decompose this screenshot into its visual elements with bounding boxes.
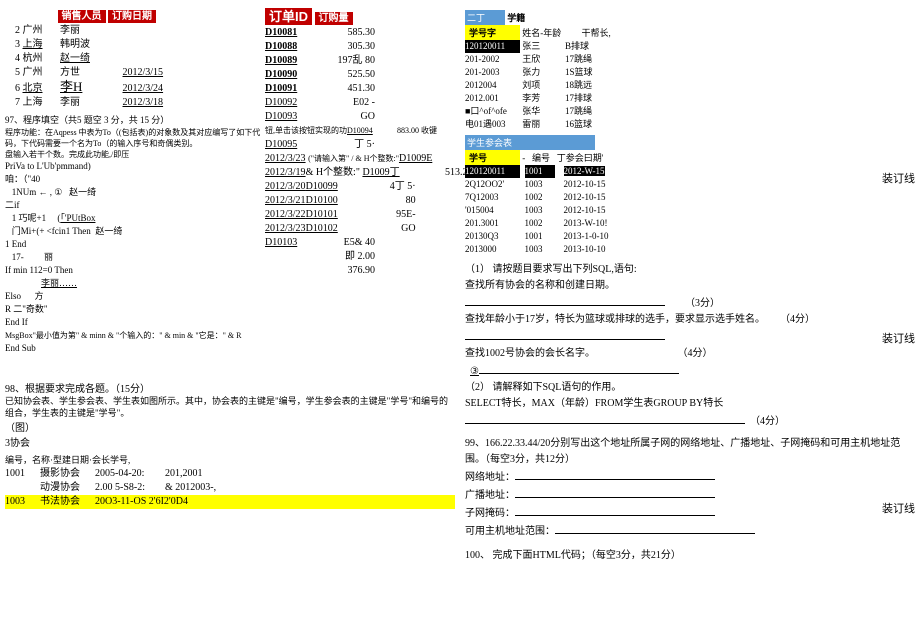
code-97: 97、程序填空（共5 题空 3 分，共 15 分） 程序功能：在Aqpess 中… [5, 114, 265, 355]
answer-line[interactable] [465, 328, 665, 340]
answer-line[interactable] [515, 504, 715, 516]
header-orderid: 订单ID [265, 8, 312, 25]
answer-line[interactable] [465, 294, 665, 306]
answer-line[interactable] [479, 362, 679, 374]
questions-block: （1） 请按题目要求写出下列SQL,语句: 查找所有协会的名称和创建日期。 （3… [465, 262, 915, 430]
answer-line[interactable] [465, 412, 745, 424]
q98-title: 98、根据要求完成各题。（15分） [5, 380, 455, 395]
binding-label: 装订线 [882, 170, 915, 186]
student-table: 二丁 学籍 学号字 姓名-年龄 干帮长, 120120011 张三 B排球 20… [465, 10, 915, 131]
right-column: 二丁 学籍 学号字 姓名-年龄 干帮长, 120120011 张三 B排球 20… [460, 0, 920, 571]
answer-line[interactable] [515, 468, 715, 480]
sales-table: 销售人员 订购日期 2 广州 李丽 3 上海 韩明波 4 杭州 赵一绮 5 广州… [5, 10, 455, 270]
answer-line[interactable] [555, 522, 755, 534]
answer-line[interactable] [515, 486, 715, 498]
header-orderdate: 订购日期 [108, 10, 156, 23]
q100-block: 100、 完成下面HTML代码；（每空3分，共21分） [465, 546, 915, 561]
left-column: 销售人员 订购日期 2 广州 李丽 3 上海 韩明波 4 杭州 赵一绮 5 广州… [0, 0, 460, 571]
binding-label: 装订线 [882, 330, 915, 346]
binding-label: 装订线 [882, 500, 915, 516]
q99-block: 99、166.22.33.44/20分别写出这个地址所属子网的网络地址、广播地址… [465, 436, 915, 540]
ref-table: 学生参会表 学号 - 编号 丁参会曰期' 120120011 1001 2012… [465, 135, 915, 256]
q98-section: 98、根据要求完成各题。（15分） 已知协会表、学生参会表、学生表如图所示。其中… [5, 380, 455, 509]
header-salesperson: 销售人员 [58, 10, 106, 23]
q97-title: 97、程序填空（共5 题空 3 分，共 15 分） [5, 114, 265, 127]
header-qty: 订购量 [315, 12, 353, 25]
